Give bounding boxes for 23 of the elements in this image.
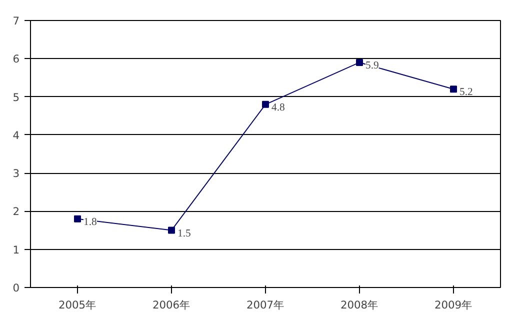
point	[356, 58, 363, 66]
x-tick-label: 2005年	[58, 298, 97, 312]
x-tick-label: 2006年	[152, 298, 191, 312]
y-tick-label: 4	[12, 128, 20, 142]
y-tick-label: 3	[12, 167, 20, 180]
point	[168, 226, 175, 234]
y-tick-label: 1	[12, 243, 20, 256]
data-label: 4.8	[272, 102, 285, 114]
y-tick-label: 7	[12, 14, 20, 28]
point	[450, 86, 457, 93]
point	[262, 100, 269, 108]
data-label: 5.2	[460, 87, 473, 98]
point	[74, 215, 81, 222]
data-label: 1.8	[84, 216, 97, 228]
y-tick-label: 5	[12, 90, 20, 104]
data-label: 5.9	[366, 60, 379, 72]
data-label: 1.5	[178, 228, 191, 240]
x-tick-label: 2009年	[434, 298, 473, 312]
y-tick-label: 6	[12, 52, 20, 66]
x-tick-label: 2007年	[246, 298, 285, 312]
y-tick-label: 0	[12, 282, 20, 294]
y-tick-label: 2	[12, 205, 20, 218]
x-tick-label: 2008年	[340, 298, 379, 312]
